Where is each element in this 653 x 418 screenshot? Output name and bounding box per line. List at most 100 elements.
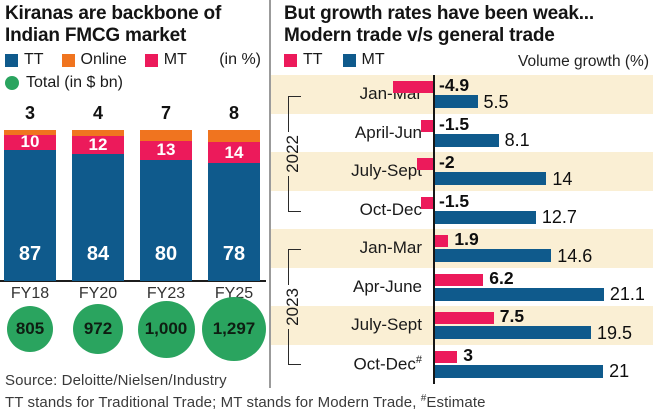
tt-value-label: 1.9 — [454, 229, 479, 249]
tt-swatch-icon — [5, 53, 18, 67]
tt-bar — [433, 235, 449, 247]
online-segment — [140, 130, 192, 141]
right-chart-title: But growth rates have been weak... Moder… — [284, 3, 594, 47]
tt-value-label: -2 — [439, 152, 455, 172]
tt-value-label: 80 — [154, 242, 178, 265]
volume-growth-axis-label: Volume growth (%) — [518, 53, 649, 70]
year-label-2023: 2023 — [282, 288, 302, 326]
tt-bar — [393, 81, 433, 93]
legend-label-mt: MT — [361, 51, 385, 68]
legend-label-mt: MT — [163, 51, 187, 68]
tt-bar — [416, 158, 433, 170]
tt-value-label: 6.2 — [489, 267, 514, 288]
mt-bar — [433, 95, 478, 108]
mt-bar — [433, 287, 604, 301]
bracket-top-segment — [288, 249, 301, 286]
stacked-bar: 14 78 — [208, 130, 260, 281]
footnote-suffix: Estimate — [426, 394, 486, 411]
online-swatch-icon — [61, 53, 75, 67]
quarter-label: April-Jun — [354, 122, 422, 142]
quarter-label: July-Sept — [351, 161, 422, 180]
right-chart-axis — [433, 75, 435, 384]
legend-item-mt-right: MT — [342, 51, 385, 69]
mt-bar — [433, 249, 552, 262]
bracket-bottom-segment — [288, 328, 301, 366]
quarter-row: Oct-Dec# 3 21 — [271, 345, 653, 384]
mt-value-label: 14 — [552, 168, 573, 189]
legend-item-tt: TT — [5, 51, 44, 69]
tt-bar — [433, 350, 458, 363]
left-title-line2: Indian FMCG market — [5, 25, 187, 46]
mt-segment: 14 — [208, 142, 260, 164]
percent-unit-note: (in %) — [219, 51, 261, 68]
online-segment — [208, 130, 260, 143]
estimate-marker: # — [415, 353, 422, 366]
mt-value-label: 13 — [156, 140, 176, 160]
year-group-2022: 2022 — [282, 96, 302, 213]
right-grouped-bar-chart: Jan-Mar -4.9 5.5 April-Jun -1.5 8.1 July-Sept -… — [271, 75, 653, 384]
tt-bar — [420, 196, 433, 209]
legend-item-mt: MT — [144, 51, 187, 69]
mt-value-label: 14 — [224, 142, 244, 162]
tt-bar — [433, 273, 484, 286]
footnote-line: TT stands for Traditional Trade; MT stan… — [5, 393, 486, 411]
tt-segment: 84 — [72, 154, 124, 281]
mt-value-label: 12.7 — [541, 207, 577, 227]
left-stacked-bar-chart: 3 10 87 FY18 805 4 12 84 FY20 972 7 13 80 FY23 1,000 8 1… — [0, 0, 269, 418]
footnote-text: TT stands for Traditional Trade; MT stan… — [5, 394, 421, 411]
mt-value-label: 10 — [20, 132, 40, 152]
tt-segment: 80 — [140, 160, 192, 281]
total-circle: 1,000 — [137, 300, 195, 358]
quarter-row: Jan-Mar -4.9 5.5 — [271, 75, 653, 114]
quarter-row: Apr-June 6.2 21.1 — [271, 268, 653, 307]
mt-bar — [433, 326, 591, 339]
category-label: FY20 — [78, 285, 118, 302]
legend-item-tt-right: TT — [284, 51, 323, 69]
tt-bar — [420, 119, 433, 132]
legend-label-tt: TT — [24, 51, 44, 68]
stacked-bar: 13 80 — [140, 130, 192, 281]
tt-value-label: 78 — [222, 242, 246, 265]
stacked-bar: 12 84 — [72, 130, 124, 281]
mt-value-label: 21.1 — [609, 284, 645, 304]
quarter-label: Apr-June — [353, 276, 422, 296]
mt-value-label: 19.5 — [596, 322, 632, 343]
year-label-2022: 2022 — [282, 135, 302, 173]
legend-label-online: Online — [80, 51, 127, 68]
online-segment — [72, 130, 124, 137]
online-segment — [4, 130, 56, 135]
quarter-row: Jan-Mar 1.9 14.6 — [271, 229, 653, 268]
mt-segment: 12 — [72, 135, 124, 155]
left-title-line1: Kiranas are backbone of — [5, 3, 222, 24]
tt-value-label: 87 — [18, 242, 42, 265]
total-circle: 972 — [73, 304, 123, 354]
right-legend: TT MT — [284, 51, 385, 69]
mt-bar — [433, 172, 547, 185]
quarter-label: Jan-Mar — [359, 238, 422, 257]
tt-segment: 78 — [208, 163, 260, 281]
tt-value-label: 7.5 — [499, 306, 525, 326]
tt-value-label: 3 — [463, 344, 474, 365]
quarter-row: July-Sept -2 14 — [271, 152, 653, 191]
tt-segment: 87 — [4, 149, 56, 281]
bracket-bottom-segment — [288, 175, 301, 213]
mt-segment: 10 — [4, 132, 56, 152]
mt-value-label: 14.6 — [557, 245, 593, 266]
left-chart-baseline — [0, 280, 266, 282]
estimate-sup: # — [420, 393, 427, 404]
tt-bar — [433, 312, 494, 324]
stacked-bar: 10 87 — [4, 130, 56, 281]
mt-segment: 13 — [140, 140, 192, 161]
quarter-label: Oct-Dec# — [353, 353, 422, 374]
left-chart-title: Kiranas are backbone of Indian FMCG mark… — [5, 3, 221, 47]
legend-label-tt: TT — [303, 51, 323, 68]
quarter-row: Oct-Dec -1.5 12.7 — [271, 191, 653, 230]
mt-value-label: 8.1 — [504, 130, 530, 150]
tt-value-label: -1.5 — [439, 113, 470, 134]
year-group-2023: 2023 — [282, 249, 302, 366]
total-legend-label: Total (in $ bn) — [26, 74, 123, 91]
tt-value-label: -4.9 — [439, 75, 470, 95]
category-label: FY23 — [146, 285, 186, 302]
mt-bar — [433, 210, 536, 224]
